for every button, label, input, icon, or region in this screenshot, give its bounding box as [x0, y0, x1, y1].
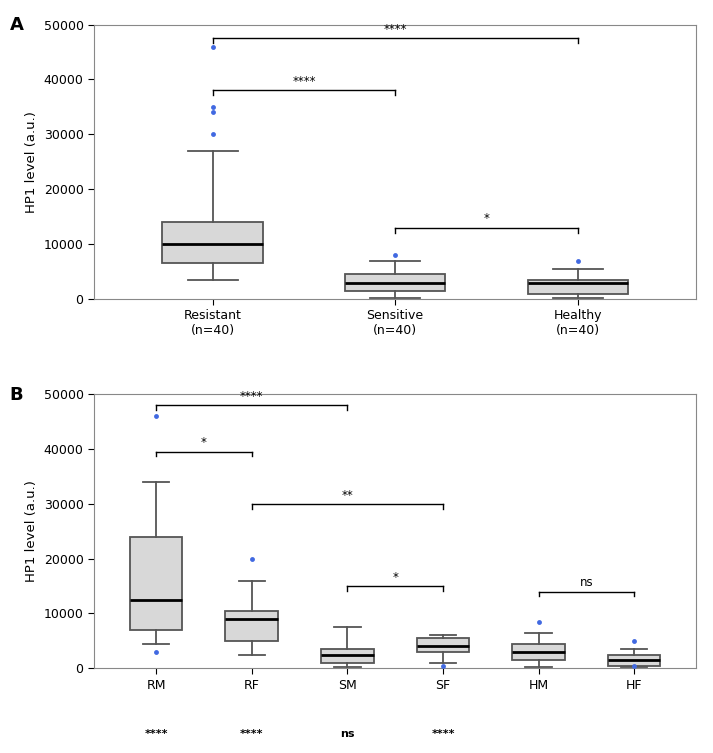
PathPatch shape [225, 611, 278, 641]
Y-axis label: HP1 level (a.u.): HP1 level (a.u.) [25, 480, 38, 582]
PathPatch shape [416, 638, 469, 652]
Text: ****: **** [384, 23, 407, 36]
Text: ns: ns [340, 729, 354, 739]
PathPatch shape [321, 649, 374, 663]
Text: **: ** [342, 489, 353, 501]
Text: ****: **** [431, 729, 455, 739]
Y-axis label: HP1 level (a.u.): HP1 level (a.u.) [25, 111, 38, 212]
Text: ****: **** [240, 390, 264, 403]
PathPatch shape [345, 274, 446, 291]
PathPatch shape [130, 537, 183, 630]
Text: *: * [483, 212, 489, 225]
Text: B: B [10, 386, 24, 404]
Text: ****: **** [145, 729, 168, 739]
Text: A: A [10, 17, 24, 35]
Text: *: * [392, 571, 398, 584]
PathPatch shape [528, 280, 628, 294]
Text: *: * [201, 436, 207, 450]
PathPatch shape [513, 644, 565, 660]
Text: ns: ns [580, 576, 593, 590]
Text: ****: **** [240, 729, 264, 739]
PathPatch shape [163, 222, 263, 264]
Text: ****: **** [292, 75, 316, 88]
PathPatch shape [608, 654, 660, 666]
